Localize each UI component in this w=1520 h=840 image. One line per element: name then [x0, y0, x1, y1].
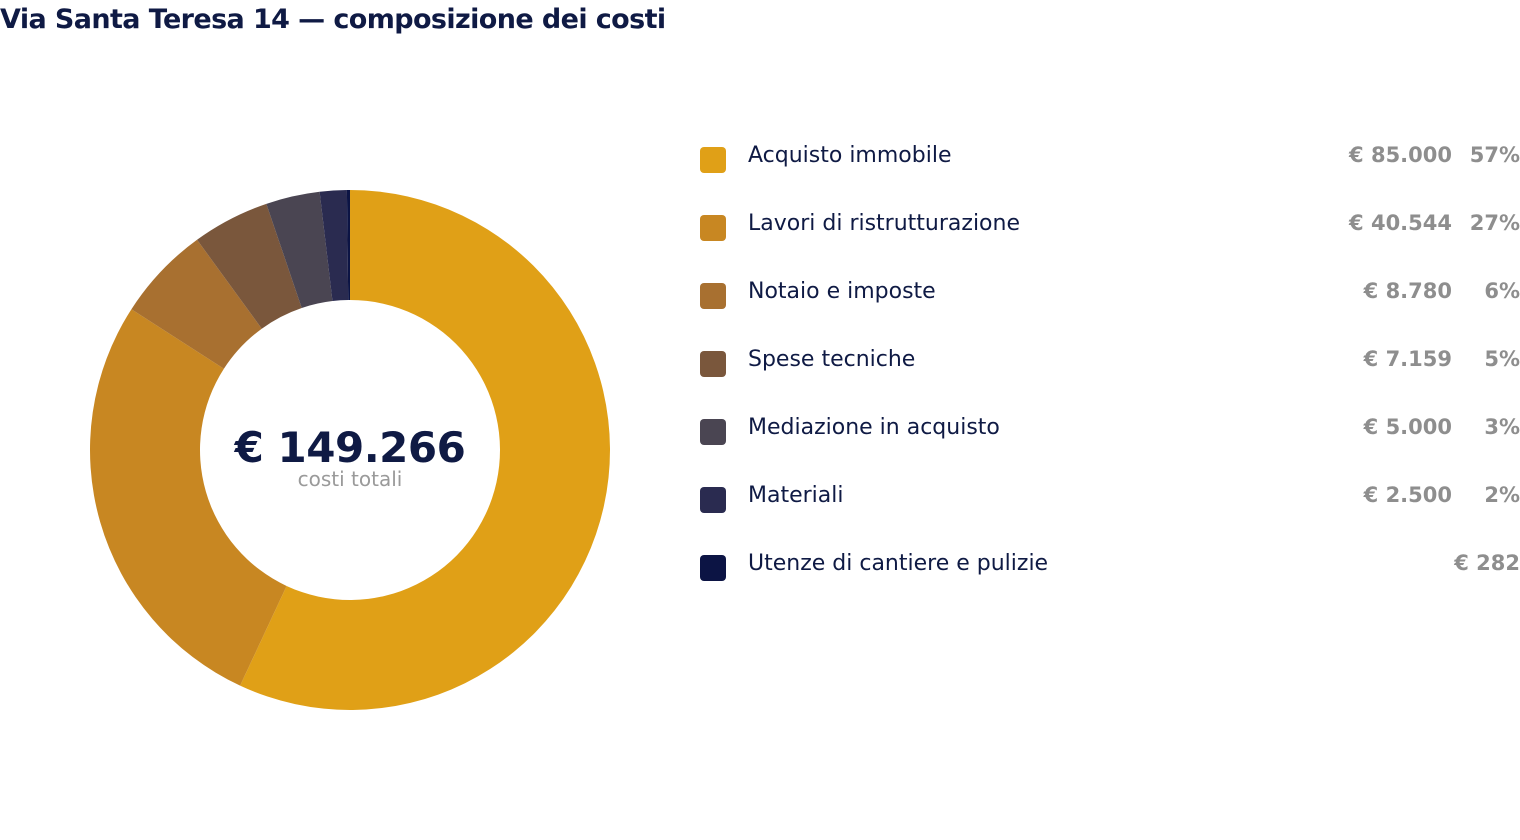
legend-label: Lavori di ristrutturazione	[748, 211, 1020, 236]
legend-item: Lavori di ristrutturazione € 40.544 27%	[700, 206, 1520, 274]
legend-label: Notaio e imposte	[748, 279, 936, 304]
total-cost-value: € 149.266	[234, 423, 466, 472]
legend-value: € 7.159 5%	[1364, 347, 1520, 371]
legend-item: Mediazione in acquisto € 5.000 3%	[700, 410, 1520, 478]
legend-value: € 8.780 6%	[1364, 279, 1520, 303]
legend-amount: € 282	[1454, 551, 1520, 575]
legend-amount: € 5.000	[1363, 415, 1452, 439]
legend-item: Notaio e imposte € 8.780 6%	[700, 274, 1520, 342]
chart-title: Via Santa Teresa 14 — composizione dei c…	[0, 4, 666, 35]
legend-swatch	[700, 147, 726, 173]
legend-label: Materiali	[748, 483, 844, 508]
legend-item: Utenze di cantiere e pulizie € 282	[700, 546, 1520, 614]
legend-swatch	[700, 487, 726, 513]
legend-swatch	[700, 555, 726, 581]
legend-percent: 5%	[1484, 347, 1520, 371]
donut-slice	[319, 190, 349, 302]
donut-center: € 149.266 costi totali	[200, 420, 500, 490]
legend-item: Spese tecniche € 7.159 5%	[700, 342, 1520, 410]
donut-chart	[90, 190, 610, 710]
legend-value: € 40.544 27%	[1349, 211, 1520, 235]
donut-slice	[197, 203, 302, 329]
legend-amount: € 85.000	[1349, 143, 1452, 167]
legend-swatch	[700, 419, 726, 445]
donut-slice	[346, 190, 350, 301]
legend-label: Mediazione in acquisto	[748, 415, 1000, 440]
legend-value: € 282	[1454, 551, 1520, 575]
legend-label: Spese tecniche	[748, 347, 916, 372]
donut-slice	[266, 191, 333, 308]
legend-percent: 6%	[1484, 279, 1520, 303]
donut-slice	[240, 190, 610, 710]
legend-percent: 2%	[1484, 483, 1520, 507]
donut-slice	[131, 239, 262, 369]
legend-amount: € 8.780	[1363, 279, 1452, 303]
legend-value: € 2.500 2%	[1364, 483, 1520, 507]
legend-label: Acquisto immobile	[748, 143, 952, 168]
donut-slice	[90, 309, 287, 686]
legend-percent: 27%	[1469, 211, 1520, 235]
legend-amount: € 40.544	[1349, 211, 1452, 235]
legend-item: Acquisto immobile € 85.000 57%	[700, 138, 1520, 206]
legend-swatch	[700, 283, 726, 309]
legend-swatch	[700, 215, 726, 241]
chart-legend: Acquisto immobile € 85.000 57% Lavori di ri…	[700, 138, 1520, 614]
legend-label: Utenze di cantiere e pulizie	[748, 551, 1049, 576]
legend-value: € 85.000 57%	[1349, 143, 1520, 167]
legend-item: Materiali € 2.500 2%	[700, 478, 1520, 546]
legend-amount: € 7.159	[1363, 347, 1452, 371]
legend-value: € 5.000 3%	[1364, 415, 1520, 439]
total-cost-label: costi totali	[297, 467, 403, 491]
legend-swatch	[700, 351, 726, 377]
legend-amount: € 2.500	[1363, 483, 1452, 507]
legend-percent: 57%	[1469, 143, 1520, 167]
legend-percent: 3%	[1484, 415, 1520, 439]
